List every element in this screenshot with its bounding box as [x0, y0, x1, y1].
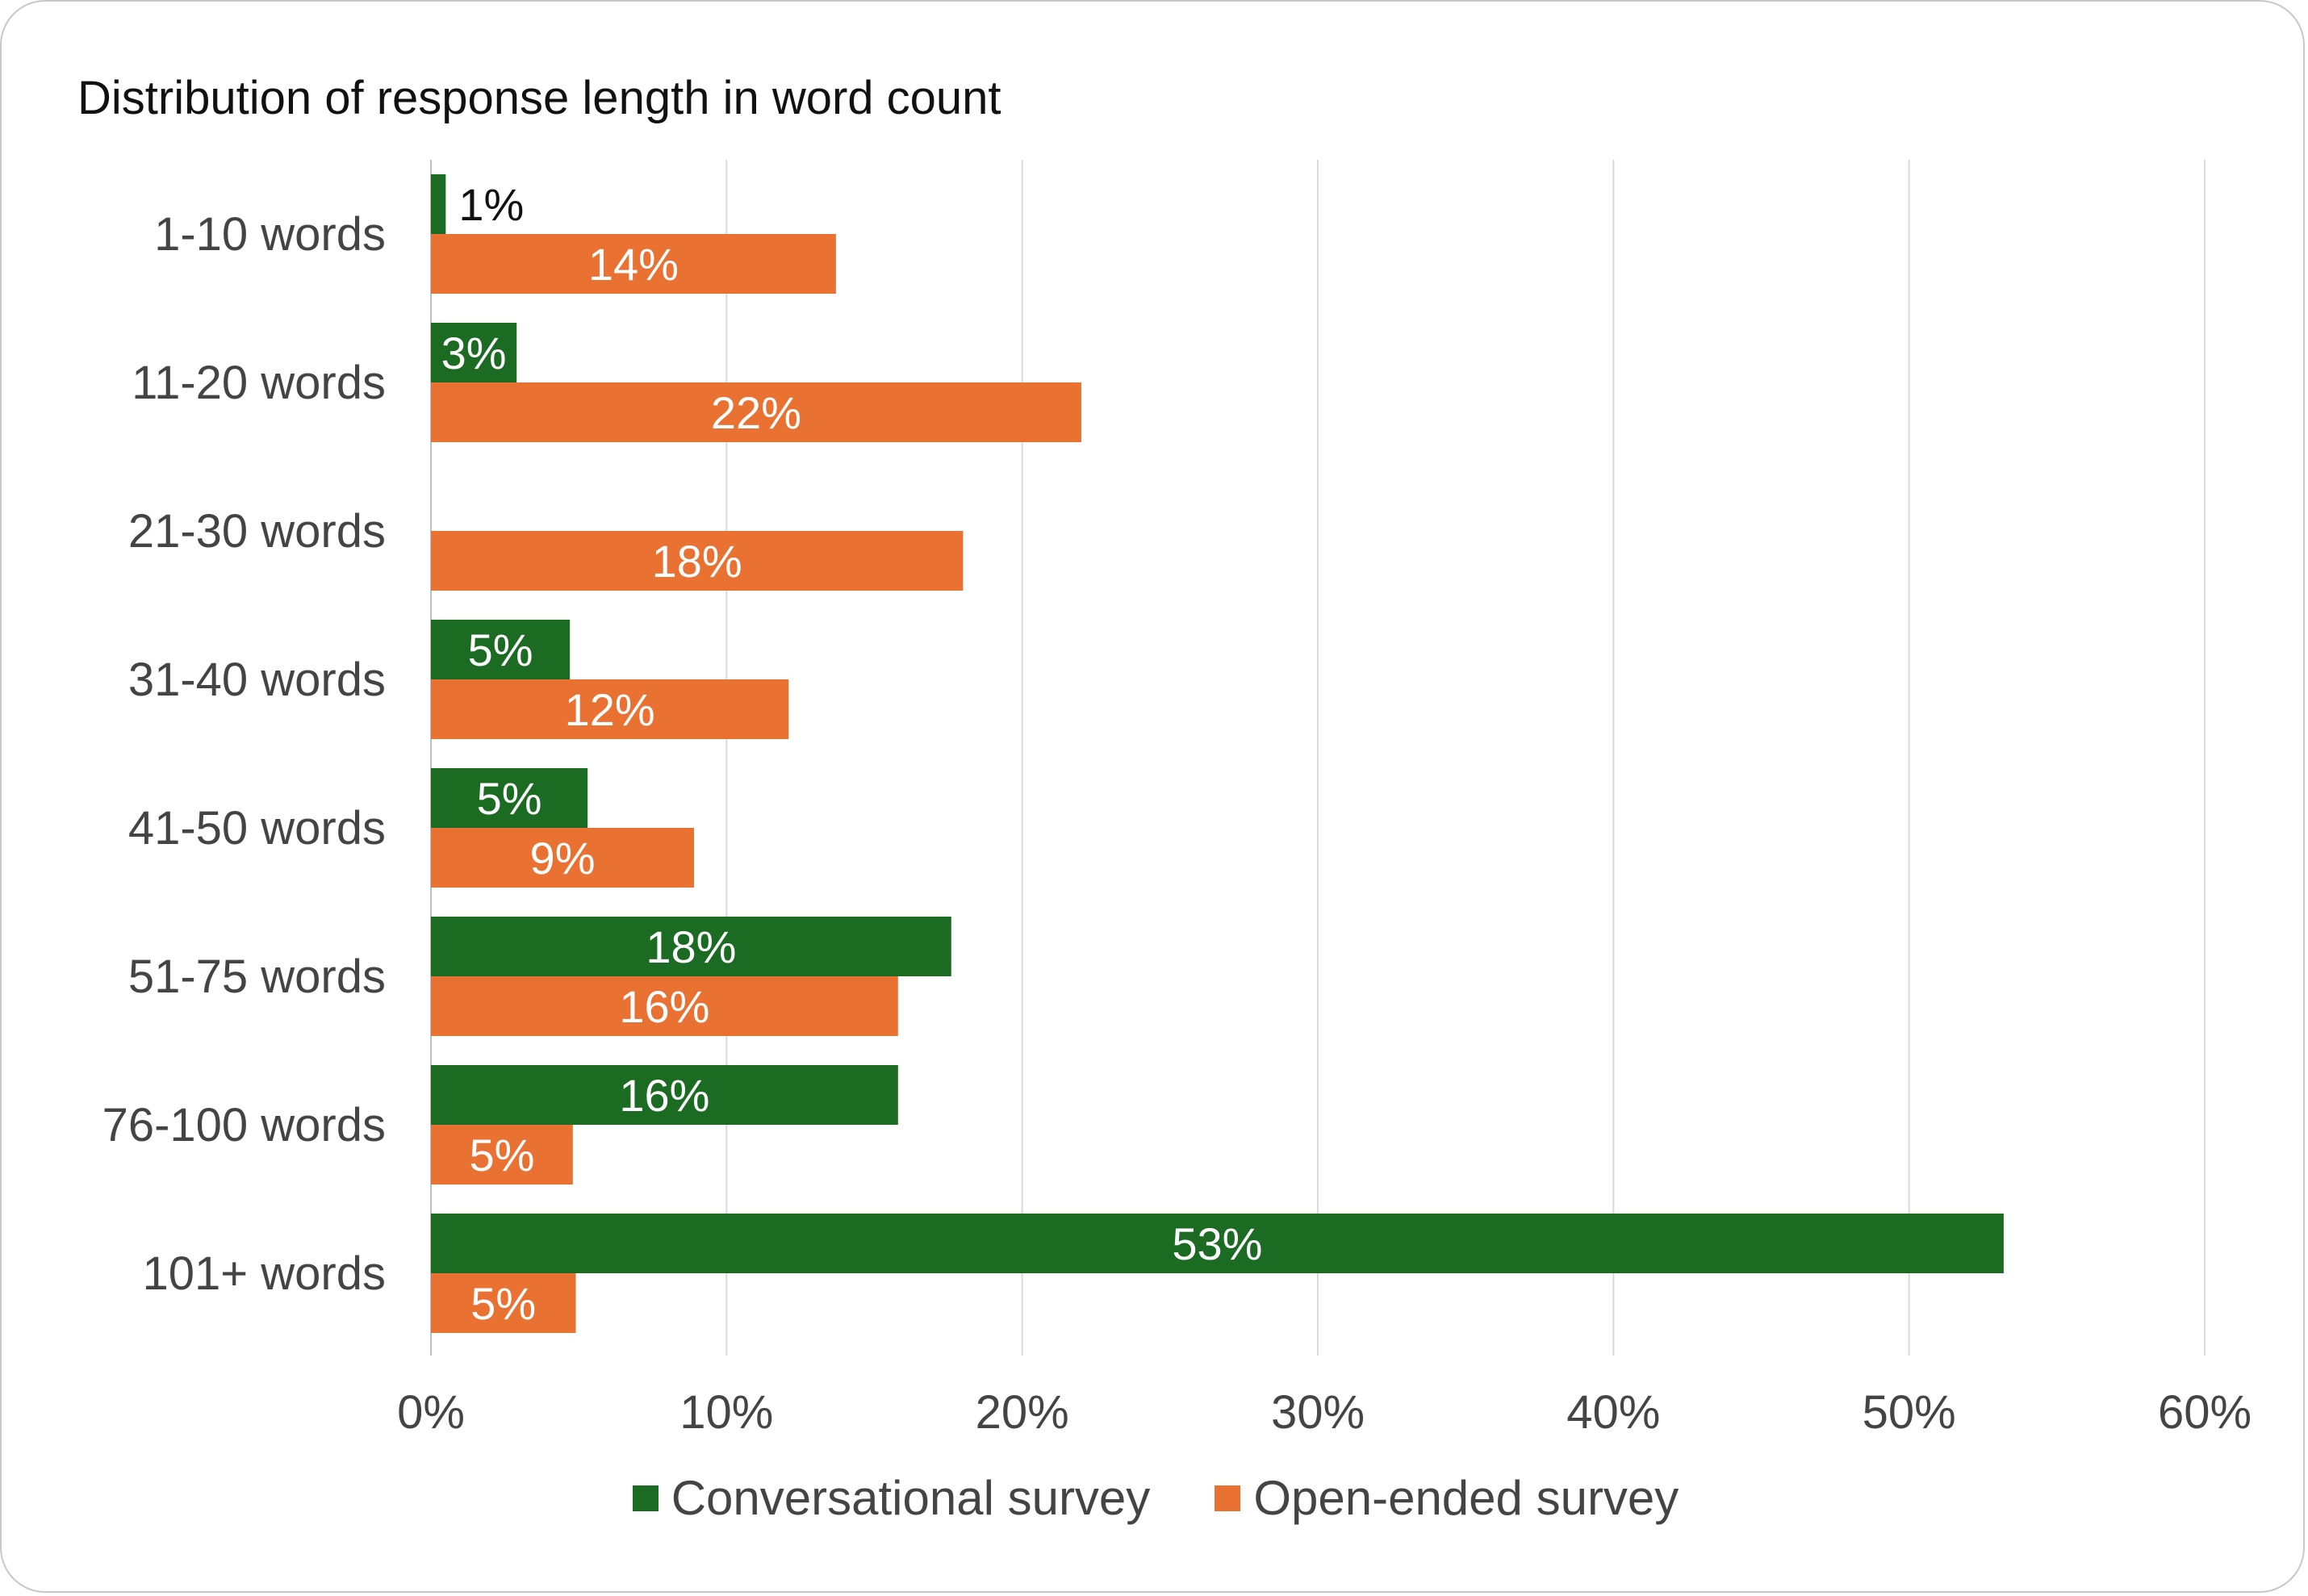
data-label-open-ended-4: 9% [530, 833, 596, 884]
data-label-conversational-3: 5% [468, 625, 533, 675]
chart-legend: Conversational survey Open-ended survey [2, 1470, 2308, 1526]
bar-conversational-3 [431, 620, 571, 679]
legend-swatch-conversational [632, 1485, 659, 1511]
category-label-3: 31-40 words [128, 654, 386, 706]
bar-conversational-0 [431, 174, 446, 234]
category-label-7: 101+ words [143, 1247, 386, 1300]
legend-item-conversational: Conversational survey [632, 1470, 1151, 1526]
data-label-open-ended-1: 22% [711, 387, 801, 438]
legend-label-conversational: Conversational survey [671, 1471, 1151, 1525]
data-label-open-ended-5: 16% [619, 981, 709, 1032]
data-label-open-ended-2: 18% [652, 536, 742, 587]
category-label-0: 1-10 words [154, 208, 386, 261]
bar-conversational-6 [431, 1065, 898, 1125]
category-label-5: 51-75 words [128, 950, 386, 1003]
bar-conversational-7 [431, 1214, 2004, 1273]
bar-open-ended-3 [431, 679, 789, 739]
data-label-conversational-5: 18% [646, 921, 736, 972]
legend-item-open-ended: Open-ended survey [1215, 1470, 1679, 1526]
bar-conversational-1 [431, 323, 517, 382]
bar-open-ended-0 [431, 234, 836, 294]
x-tick-label-6: 60% [2158, 1386, 2252, 1439]
data-label-conversational-1: 3% [441, 328, 507, 378]
data-label-open-ended-6: 5% [469, 1130, 534, 1180]
bar-open-ended-5 [431, 976, 898, 1036]
data-label-conversational-6: 16% [619, 1070, 709, 1121]
category-label-4: 41-50 words [128, 802, 386, 854]
bar-open-ended-4 [431, 828, 695, 888]
category-label-1: 11-20 words [132, 357, 386, 409]
data-label-conversational-0: 1% [458, 179, 524, 230]
category-label-6: 76-100 words [102, 1099, 386, 1151]
x-tick-label-2: 20% [976, 1386, 1069, 1439]
category-label-2: 21-30 words [128, 505, 386, 558]
bar-open-ended-2 [431, 531, 964, 591]
bar-open-ended-1 [431, 382, 1081, 442]
legend-swatch-open-ended [1215, 1485, 1241, 1511]
x-tick-label-5: 50% [1863, 1386, 1956, 1439]
bar-open-ended-6 [431, 1125, 573, 1184]
chart-title: Distribution of response length in word … [77, 72, 1001, 124]
bar-conversational-5 [431, 917, 951, 976]
x-tick-label-1: 10% [679, 1386, 773, 1439]
bar-conversational-4 [431, 768, 588, 828]
data-label-conversational-4: 5% [477, 773, 542, 824]
data-label-open-ended-3: 12% [565, 684, 655, 735]
data-label-conversational-7: 53% [1172, 1218, 1262, 1269]
data-label-open-ended-0: 14% [588, 239, 679, 290]
x-tick-label-4: 40% [1566, 1386, 1660, 1439]
x-tick-label-0: 0% [397, 1386, 465, 1439]
legend-label-open-ended: Open-ended survey [1253, 1471, 1679, 1525]
x-tick-label-3: 30% [1271, 1386, 1365, 1439]
data-label-open-ended-7: 5% [470, 1278, 536, 1329]
bar-open-ended-7 [431, 1273, 576, 1333]
